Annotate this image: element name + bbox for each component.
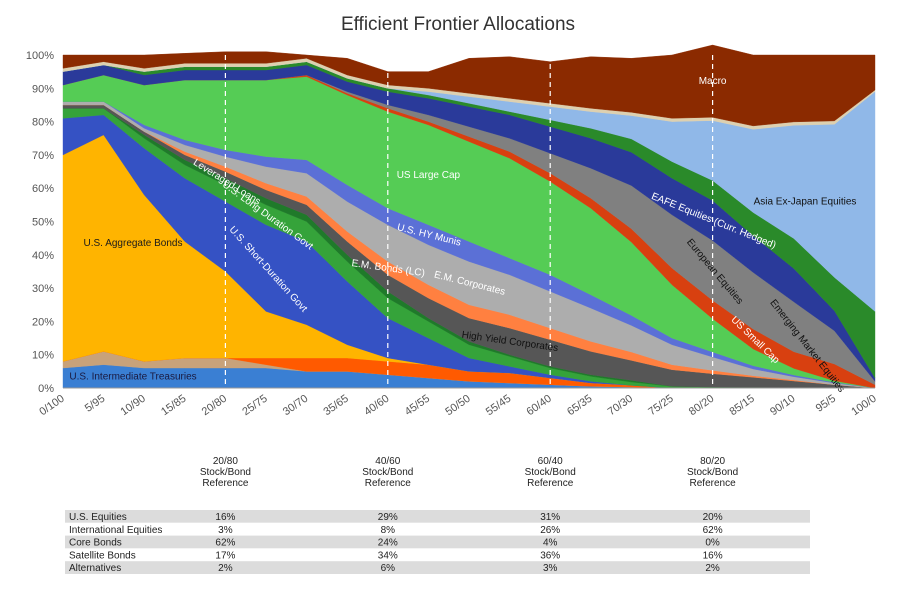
x-tick-label: 15/85 [159, 393, 188, 419]
y-tick-label: 0% [38, 383, 54, 395]
x-tick-label: 80/20 [687, 393, 716, 419]
table-cell: 6% [381, 563, 396, 574]
table-cell: 8% [381, 525, 396, 536]
ref-header-line: 80/20 [700, 456, 725, 467]
table-cell: 0% [705, 538, 720, 549]
table-row-label: International Equities [69, 525, 162, 536]
x-tick-label: 20/80 [200, 393, 229, 419]
table-cell: 2% [218, 563, 233, 574]
x-tick-label: 85/15 [727, 393, 756, 419]
area-macro [62, 44, 876, 127]
table-row-label: Alternatives [69, 563, 121, 574]
x-tick-label: 95/5 [814, 393, 838, 415]
y-axis-ticks: 0% 10% 20% 30% 40% 50% 60% 70% 80% 90% 100% [26, 50, 54, 395]
table-row-label: Core Bonds [69, 538, 122, 549]
table-cell: 3% [543, 563, 558, 574]
table-cell: 62% [703, 525, 723, 536]
label-asia-ex-japan-equities: Asia Ex-Japan Equities [754, 197, 857, 208]
ref-header-line: Stock/Bond [200, 467, 251, 478]
ref-header-line: 40/60 [375, 456, 400, 467]
x-tick-label: 75/25 [646, 393, 675, 419]
label-u-s-intermediate-treasuries: U.S. Intermediate Treasuries [69, 371, 196, 382]
y-tick-label: 10% [32, 350, 54, 362]
table-cell: 36% [540, 550, 560, 561]
table-row-bg [65, 510, 810, 523]
table-row-bg [65, 561, 810, 574]
table-cell: 4% [543, 538, 558, 549]
label-macro: Macro [699, 76, 727, 87]
x-tick-label: 55/45 [484, 393, 513, 419]
y-tick-label: 90% [32, 83, 54, 95]
table-cell: 24% [378, 538, 398, 549]
reference-lines [224, 55, 714, 388]
table-row-bg [65, 535, 810, 549]
y-tick-label: 20% [32, 316, 54, 328]
x-axis-ticks: 0/100 5/95 10/90 15/85 20/80 25/75 30/70 35/65 4… [37, 393, 878, 419]
x-tick-label: 45/55 [403, 393, 432, 419]
ref-header-line: Stock/Bond [362, 467, 413, 478]
ref-header-line: 60/40 [538, 456, 563, 467]
y-tick-label: 30% [32, 283, 54, 295]
x-tick-label: 65/35 [565, 393, 594, 419]
table-cell: 31% [540, 512, 560, 523]
y-tick-label: 70% [32, 150, 54, 162]
table-cell: 17% [215, 550, 235, 561]
y-tick-label: 80% [32, 117, 54, 129]
x-tick-label: 35/65 [321, 393, 350, 419]
ref-header-line: Reference [365, 478, 412, 489]
x-tick-label: 50/50 [443, 393, 472, 419]
x-tick-label: 25/75 [240, 393, 269, 419]
x-tick-label: 5/95 [83, 393, 107, 415]
table-cell: 16% [703, 550, 723, 561]
ref-header-line: Reference [690, 478, 737, 489]
table-row-bg [65, 548, 810, 562]
y-tick-label: 40% [32, 250, 54, 262]
x-tick-label: 100/0 [849, 393, 878, 419]
label-u-s-aggregate-bonds: U.S. Aggregate Bonds [84, 238, 183, 249]
ref-header-line: Reference [527, 478, 574, 489]
ref-header-line: 20/80 [213, 456, 238, 467]
table-cell: 62% [215, 538, 235, 549]
table-cell: 26% [540, 525, 560, 536]
x-tick-label: 90/10 [768, 393, 797, 419]
x-tick-label: 10/90 [118, 393, 147, 419]
table-cell: 3% [218, 525, 233, 536]
ref-header-line: Stock/Bond [525, 467, 576, 478]
y-tick-label: 50% [32, 217, 54, 229]
stacked-areas [62, 44, 876, 389]
x-tick-label: 70/30 [606, 393, 635, 419]
table-row-label: Satellite Bonds [69, 550, 136, 561]
label-us-large-cap: US Large Cap [397, 170, 461, 181]
table-cell: 20% [703, 512, 723, 523]
table-cell: 2% [705, 563, 720, 574]
x-tick-label: 30/70 [281, 393, 310, 419]
summary-table: U.S. Equities 16% 29% 31% 20% International E… [65, 510, 810, 574]
ref-header-line: Stock/Bond [687, 467, 738, 478]
x-tick-label: 40/60 [362, 393, 391, 419]
y-tick-label: 60% [32, 183, 54, 195]
table-cell: 29% [378, 512, 398, 523]
x-tick-label: 0/100 [37, 393, 66, 419]
table-cell: 16% [215, 512, 235, 523]
table-cell: 34% [378, 550, 398, 561]
x-tick-label: 60/40 [524, 393, 553, 419]
reference-headers: 20/80Stock/BondReference40/60Stock/BondR… [200, 456, 738, 489]
chart-title: Efficient Frontier Allocations [341, 14, 575, 35]
table-row-label: U.S. Equities [69, 512, 127, 523]
y-tick-label: 100% [26, 50, 54, 62]
table-row-bg [65, 522, 810, 536]
ref-header-line: Reference [202, 478, 249, 489]
